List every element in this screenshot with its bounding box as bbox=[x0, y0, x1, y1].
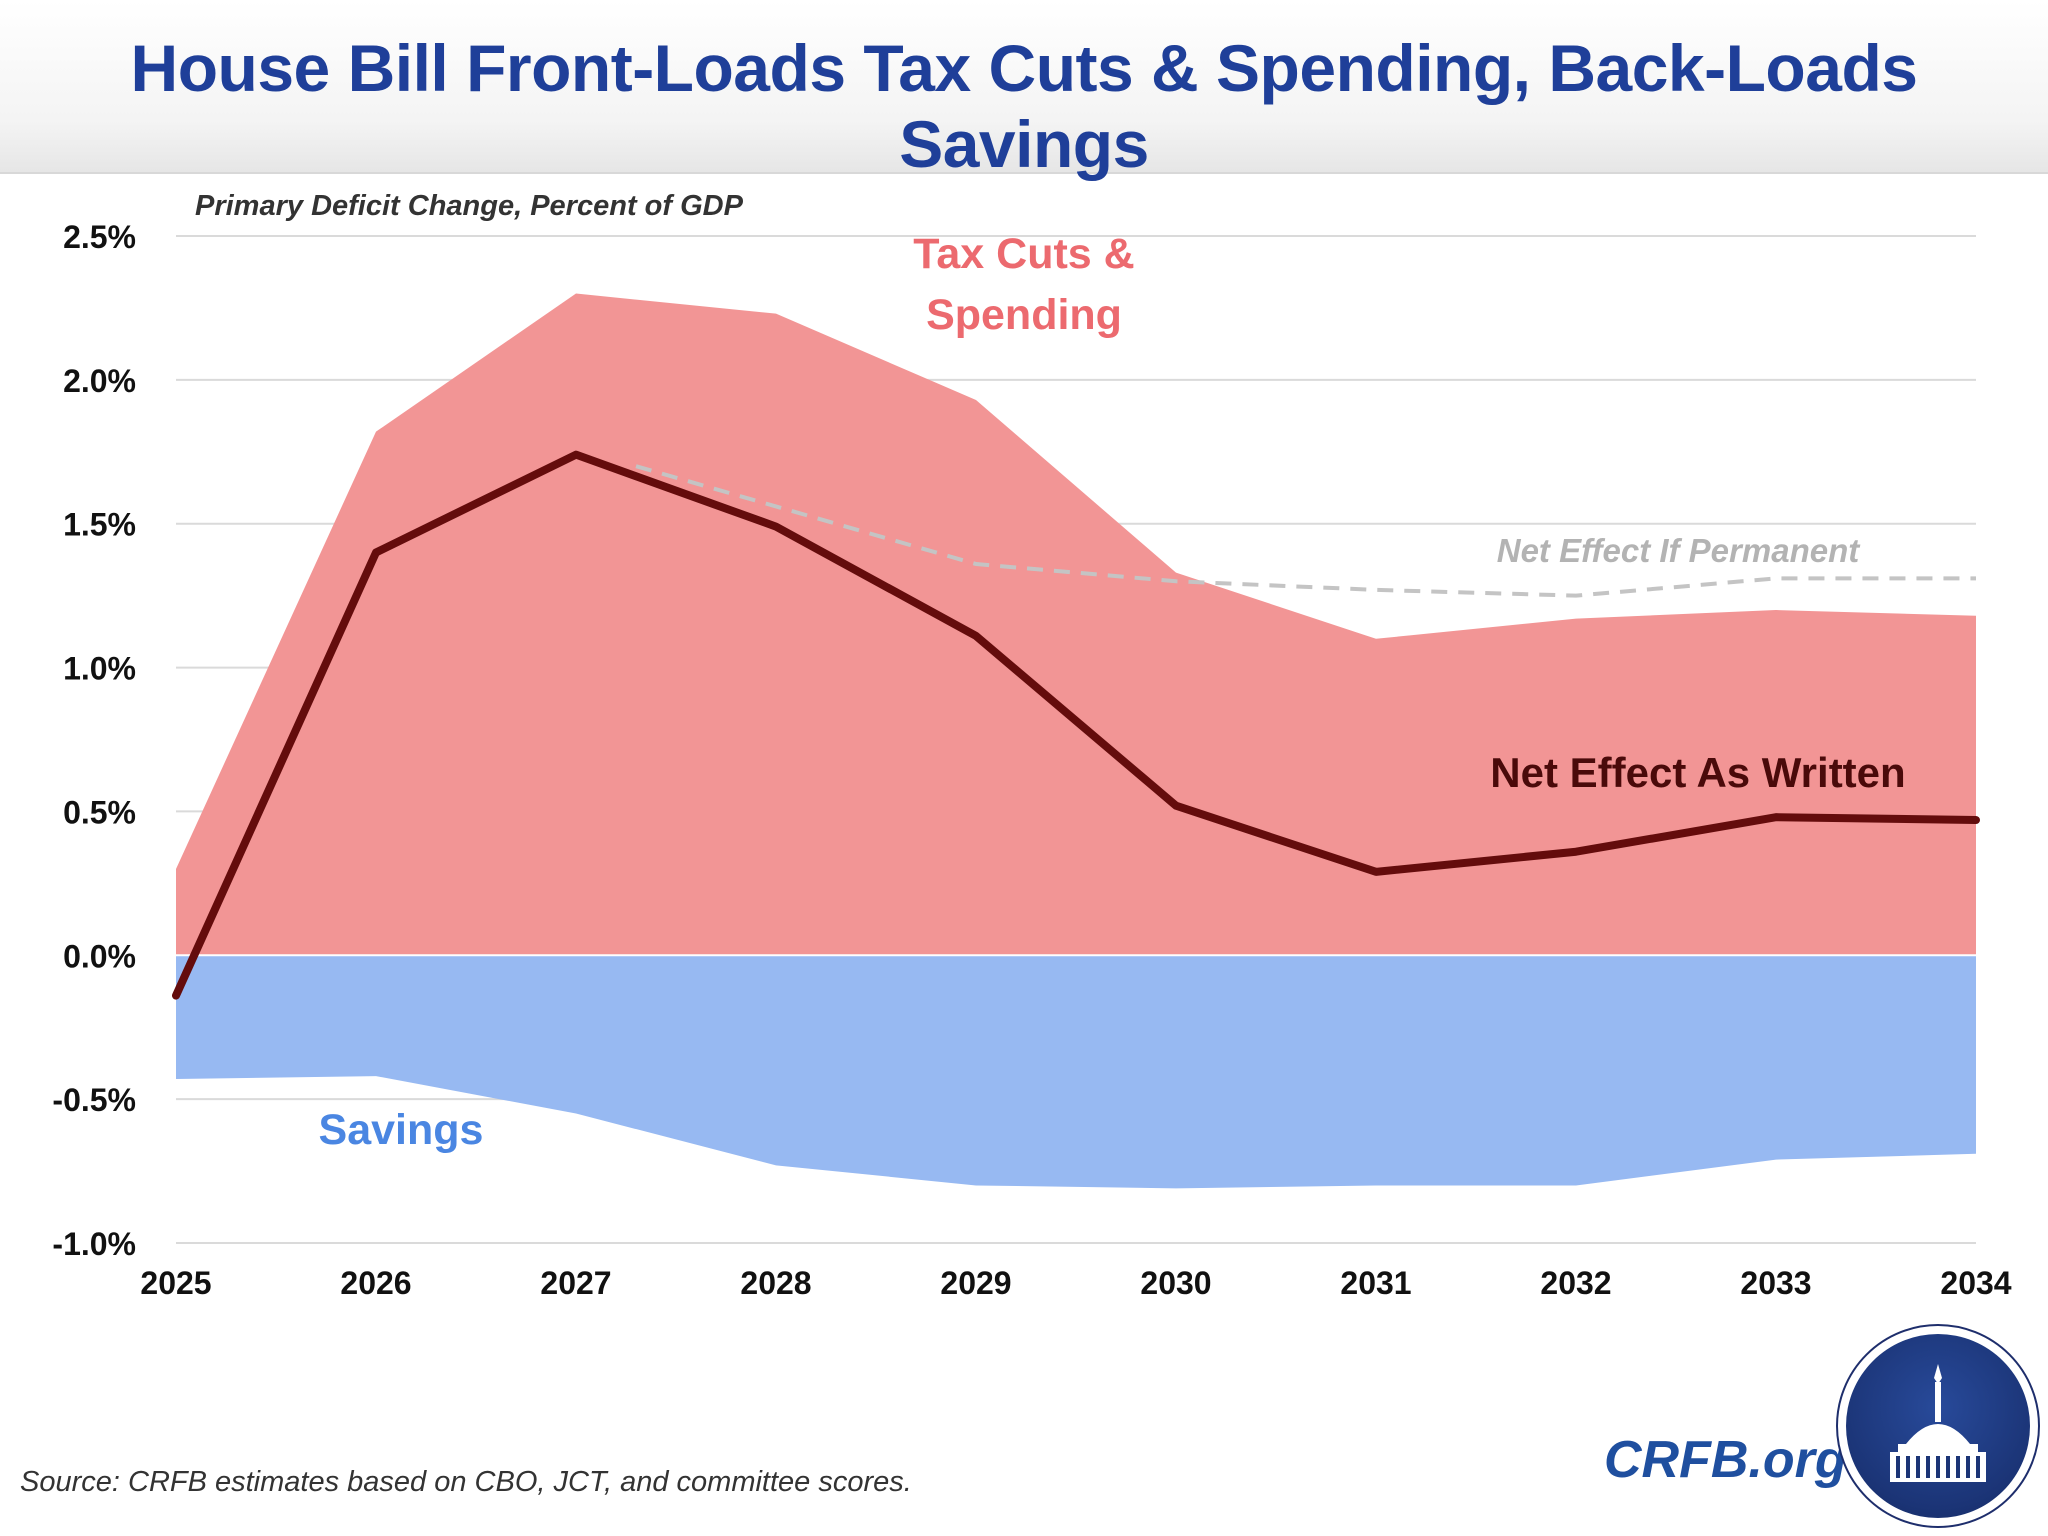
y-tick-label: 2.5% bbox=[63, 219, 136, 255]
label-tax-cuts-line1: Tax Cuts & bbox=[913, 230, 1134, 278]
ylabel: Primary Deficit Change, Percent of GDP bbox=[195, 190, 744, 222]
x-tick-label: 2034 bbox=[1940, 1265, 2011, 1301]
label-tax-cuts-line2: Spending bbox=[926, 291, 1122, 339]
source-note: Source: CRFB estimates based on CBO, JCT… bbox=[20, 1466, 912, 1498]
x-tick-label: 2025 bbox=[140, 1265, 211, 1301]
line-net-as-written bbox=[172, 450, 1980, 1000]
x-tick-label: 2028 bbox=[740, 1265, 811, 1301]
x-tick-label: 2027 bbox=[540, 1265, 611, 1301]
area-savings bbox=[176, 955, 1976, 1189]
chart-title: House Bill Front-Loads Tax Cuts & Spendi… bbox=[130, 31, 1918, 181]
y-tick-label: 2.0% bbox=[63, 363, 136, 399]
area-tax-cuts-spending bbox=[176, 293, 1976, 956]
lines bbox=[172, 450, 1980, 1000]
y-tick-label: -1.0% bbox=[52, 1226, 136, 1262]
label-net-if-permanent: Net Effect If Permanent bbox=[1497, 532, 1861, 569]
x-tick-label: 2029 bbox=[940, 1265, 1011, 1301]
capitol-seal-logo bbox=[1836, 1324, 2040, 1528]
y-tick-label: 0.5% bbox=[63, 794, 136, 830]
x-tick-label: 2030 bbox=[1140, 1265, 1211, 1301]
header-bar: House Bill Front-Loads Tax Cuts & Spendi… bbox=[0, 0, 2048, 181]
areas bbox=[176, 293, 1976, 1189]
line-net-if-permanent bbox=[635, 464, 1976, 598]
x-tick-label: 2026 bbox=[340, 1265, 411, 1301]
y-tick-label: 1.5% bbox=[63, 507, 136, 543]
x-tick-label: 2032 bbox=[1540, 1265, 1611, 1301]
series-labels: Primary Deficit Change, Percent of GDP T… bbox=[195, 190, 1906, 1154]
y-tick-label: 0.0% bbox=[63, 938, 136, 974]
seal-inner bbox=[1846, 1334, 2030, 1518]
label-savings: Savings bbox=[319, 1106, 484, 1154]
x-tick-label: 2033 bbox=[1740, 1265, 1811, 1301]
y-tick-label: 1.0% bbox=[63, 651, 136, 687]
y-tick-label: -0.5% bbox=[52, 1082, 136, 1118]
capitol-icon bbox=[1890, 1364, 1986, 1482]
brand-link[interactable]: CRFB.org bbox=[1604, 1431, 1847, 1489]
x-tick-label: 2031 bbox=[1340, 1265, 1411, 1301]
axis-labels: 2.5% 2.0% 1.5% 1.0% 0.5% 0.0% -0.5% -1.0%2025 20… bbox=[52, 219, 2011, 1301]
label-net-as-written: Net Effect As Written bbox=[1490, 749, 1905, 796]
